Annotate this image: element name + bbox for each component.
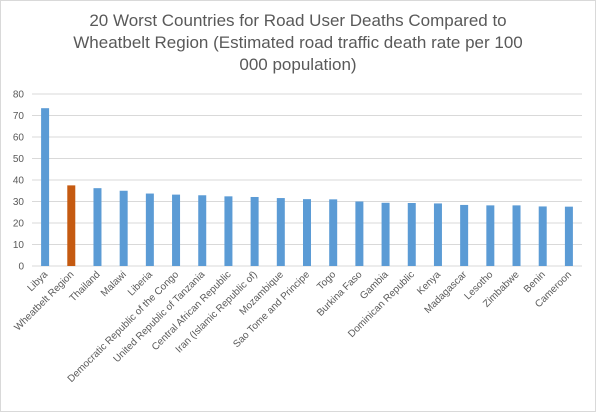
chart-title-line-1: 20 Worst Countries for Road User Deaths …	[89, 11, 507, 30]
y-tick-label: 10	[13, 240, 25, 251]
y-tick-label: 20	[13, 219, 25, 230]
bar	[538, 206, 547, 266]
bar	[119, 190, 128, 266]
y-tick-label: 50	[13, 154, 25, 165]
y-tick-label: 40	[13, 176, 25, 187]
bar	[486, 205, 495, 266]
bars	[41, 108, 573, 266]
x-category-label: Malawi	[99, 269, 129, 299]
bar	[276, 198, 285, 266]
chart-title-line-2: Wheatbelt Region (Estimated road traffic…	[73, 33, 523, 52]
bar	[564, 206, 573, 266]
bar	[512, 205, 521, 266]
chart-title-line-3: 000 population)	[239, 55, 357, 74]
bar	[145, 193, 154, 266]
bar	[303, 199, 311, 266]
bar	[93, 188, 102, 266]
chart-title: 20 Worst Countries for Road User Deaths …	[20, 10, 576, 76]
bar	[172, 194, 181, 266]
bar	[355, 201, 364, 266]
y-tick-label: 30	[13, 197, 25, 208]
bar	[407, 203, 416, 266]
y-tick-label: 80	[13, 90, 25, 101]
bar	[41, 108, 50, 266]
bar	[433, 203, 442, 266]
bar	[67, 185, 76, 266]
bar	[198, 195, 207, 266]
bar	[381, 202, 390, 266]
bar	[250, 196, 259, 266]
bar	[224, 196, 233, 266]
bar	[329, 199, 338, 266]
y-tick-label: 70	[13, 111, 25, 122]
y-tick-label: 60	[13, 133, 25, 144]
x-category-label: Togo	[315, 269, 338, 292]
y-tick-label: 0	[18, 262, 24, 273]
bar	[460, 204, 469, 266]
y-axis-tick-labels: 0 10 20 30 40 50 60 70 80	[13, 90, 25, 273]
